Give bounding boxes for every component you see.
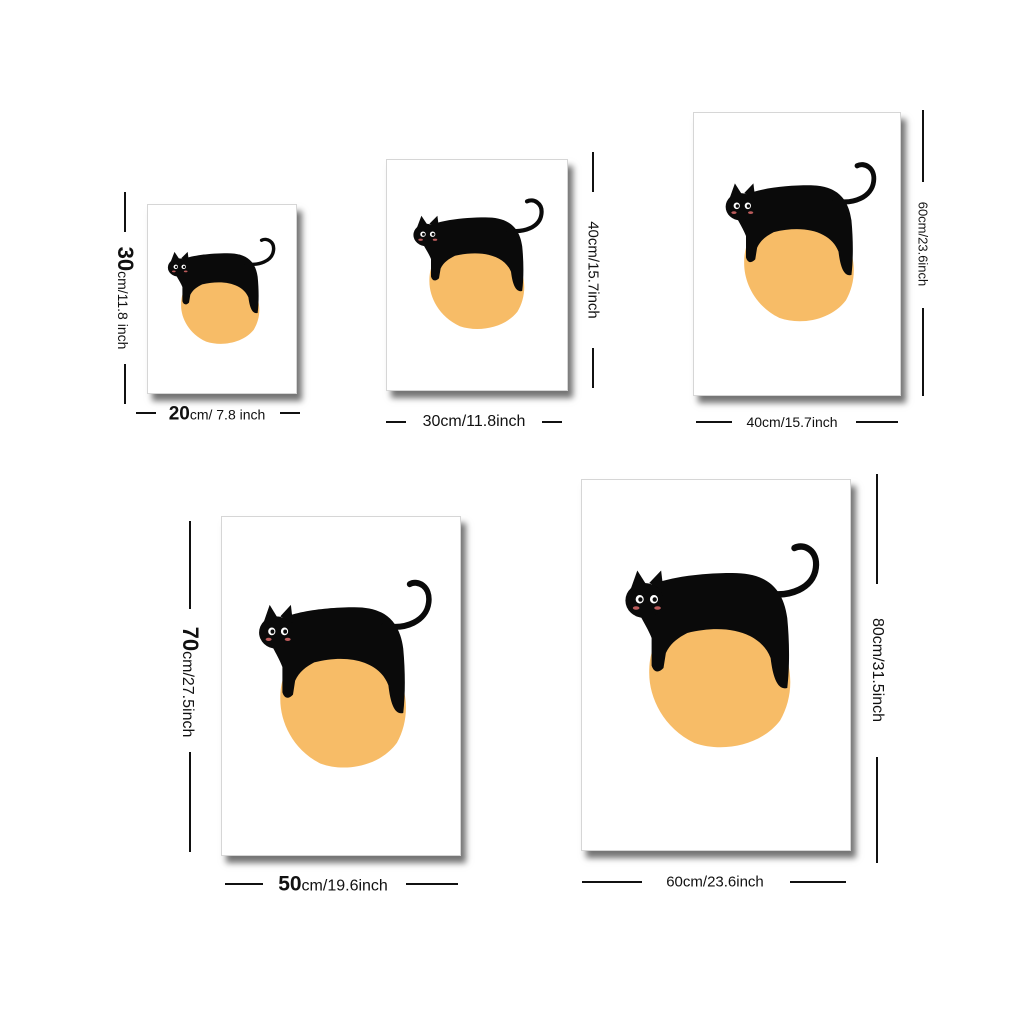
dimension-line: [189, 521, 191, 609]
poster-60x80: [581, 479, 851, 851]
dimension-line: [876, 474, 878, 584]
dimension-line: [386, 421, 406, 423]
dimension-line: [225, 883, 263, 885]
height-number: 70: [178, 626, 203, 652]
dimension-line: [406, 883, 458, 885]
poster-20x30: [147, 204, 297, 394]
height-label: 40cm/15.7inch: [584, 221, 602, 319]
dimension-line: [124, 364, 126, 404]
dimension-line: [696, 421, 732, 423]
height-number: 30: [113, 246, 138, 272]
dimension-line: [124, 192, 126, 232]
width-label: 40cm/15.7inch: [746, 414, 838, 430]
dimension-line: [592, 152, 594, 192]
width-label: 60cm/23.6inch: [666, 873, 764, 891]
width-unit: cm/ 7.8 inch: [189, 406, 266, 423]
width-unit: cm/19.6inch: [301, 877, 388, 895]
width-number: 50: [278, 872, 302, 896]
dimension-line: [922, 308, 924, 396]
cat-artwork-icon: [166, 237, 276, 346]
height-label: 80cm/31.5inch: [869, 617, 886, 723]
dimension-line: [876, 757, 878, 863]
cat-artwork-icon: [582, 480, 850, 850]
dimension-line: [280, 412, 300, 414]
height-label: 30cm/11.8 inch: [113, 246, 138, 350]
width-label: 50cm/19.6inch: [278, 874, 388, 895]
width-label: 30cm/11.8inch: [422, 413, 526, 430]
poster-40x60: [693, 112, 901, 396]
dimension-line: [856, 421, 898, 423]
dimension-line: [922, 110, 924, 182]
dimension-line: [592, 348, 594, 388]
poster-30x40: [386, 159, 568, 391]
height-label: 70cm/27.5inch: [178, 626, 203, 738]
height-label: 60cm/23.6inch: [915, 201, 931, 287]
width-number: 20: [168, 403, 190, 425]
dimension-line: [136, 412, 156, 414]
poster-50x70: [221, 516, 461, 856]
dimension-line: [542, 421, 562, 423]
dimension-line: [189, 752, 191, 852]
dimension-line: [790, 881, 846, 883]
height-unit: cm/11.8 inch: [115, 271, 131, 350]
height-unit: cm/27.5inch: [179, 651, 196, 738]
cat-artwork-icon: [694, 113, 900, 395]
width-label: 20cm/ 7.8 inch: [169, 405, 266, 424]
cat-artwork-icon: [387, 160, 567, 390]
dimension-line: [582, 881, 642, 883]
cat-artwork-icon: [222, 517, 460, 855]
